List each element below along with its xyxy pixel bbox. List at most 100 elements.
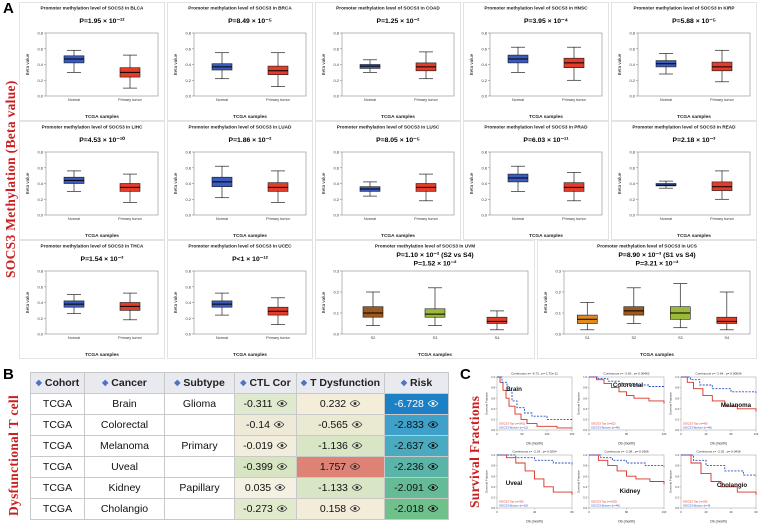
km-legend: SOCS3 Bottom (n=12) (499, 425, 528, 429)
km-cell-kidney: Continuous z= -2.09 , p= 0.0366 0.0 0.2 0.4… (576, 447, 668, 525)
km-plot-kidney: Continuous z= -2.09 , p= 0.0366 0.0 0.2 0.4… (577, 450, 667, 524)
x-axis-label: TCGA samples (677, 114, 711, 120)
sort-icon: ◆ (400, 378, 407, 387)
x-axis-label: TCGA samples (677, 233, 711, 239)
cell-risk: -2.236 (384, 456, 449, 478)
svg-text:0.0: 0.0 (583, 506, 587, 510)
eye-icon (276, 400, 287, 407)
km-legend: SOCS3 Bottom (n=9) (683, 503, 710, 507)
column-header-cancer: ◆ Cancer (84, 372, 165, 394)
svg-text:0.0: 0.0 (675, 506, 679, 510)
cell-t-dysfunction: -1.136 (296, 435, 385, 457)
boxplot-cell-UVM: Promoter methylation level of SOCS3 in U… (314, 240, 536, 359)
svg-text:0.4: 0.4 (629, 181, 635, 186)
svg-text:40: 40 (704, 432, 708, 436)
y-axis-label: Beta value (173, 53, 178, 75)
eye-icon (349, 400, 361, 407)
boxplot-LUAD: Promoter methylation level of SOCS3 in L… (167, 121, 313, 240)
group-label: S2 (631, 336, 636, 340)
boxplot-cell-LUSC: Promoter methylation level of SOCS3 in L… (314, 121, 462, 240)
svg-text:0.0: 0.0 (37, 94, 43, 99)
boxplot-cell-KIRP: Promoter methylation level of SOCS3 in K… (610, 2, 758, 121)
boxplot-title: Promoter methylation level of SOCS3 in R… (632, 125, 736, 130)
svg-text:0.8: 0.8 (333, 31, 339, 36)
y-axis-label: Beta value (617, 53, 622, 75)
p-value: P=1.10 × 10⁻² (S2 vs S4) (396, 252, 473, 259)
sort-icon: ◆ (240, 378, 247, 387)
km-annotation: Continuous z= -2.64 , p= 0.00836 (696, 372, 742, 376)
panel-survival: C Survival Fractions Continuous z= -6.73… (458, 366, 766, 527)
panel-a-label: A (3, 0, 14, 17)
group-label: Normal (68, 336, 80, 340)
svg-text:0.0: 0.0 (37, 332, 43, 337)
svg-text:0.8: 0.8 (481, 31, 487, 36)
cell-ctl-cor: -0.273 (234, 498, 297, 520)
p-value: P=1.54 × 10⁻³ (81, 256, 125, 263)
svg-text:40: 40 (533, 510, 537, 514)
svg-text:0.0: 0.0 (333, 332, 339, 337)
svg-text:0.4: 0.4 (333, 62, 339, 67)
boxplot-UVM: Promoter methylation level of SOCS3 in U… (315, 240, 535, 359)
cell-risk: -2.833 (384, 414, 449, 436)
p-value-2: P=3.21 × 10⁻² (636, 261, 680, 268)
cell-risk: -2.018 (384, 498, 449, 520)
km-y-label: Survival Fraction (669, 392, 673, 415)
boxplot-COAD: Promoter methylation level of SOCS3 in C… (315, 2, 461, 121)
svg-text:0.2: 0.2 (185, 197, 191, 202)
boxplot-LUSC: Promoter methylation level of SOCS3 in L… (315, 121, 461, 240)
cell-cancer: Melanoma (84, 435, 165, 457)
box-S2 (362, 306, 384, 318)
km-y-label: Survival Fraction (669, 470, 673, 493)
cell-subtype (164, 456, 235, 478)
km-curve (589, 376, 665, 388)
svg-text:0.0: 0.0 (481, 94, 487, 99)
svg-text:20: 20 (704, 510, 708, 514)
p-value: P=1.25 × 10⁻² (377, 18, 421, 25)
svg-text:0.6: 0.6 (675, 396, 679, 400)
svg-text:0.0: 0.0 (629, 213, 635, 218)
cell-cancer: Kidney (84, 477, 165, 499)
svg-text:120: 120 (754, 432, 759, 436)
p-value: P=8.90 × 10⁻³ (S1 vs S4) (618, 252, 695, 259)
group-label: Normal (364, 217, 376, 221)
group-label: Normal (512, 98, 524, 102)
panel-c-label: C (460, 366, 471, 383)
table-row: TCGA Melanoma Primary -0.019 -1.136 -2.637 (30, 435, 449, 457)
svg-text:0.6: 0.6 (481, 46, 487, 51)
group-label: S3 (678, 336, 683, 340)
svg-text:0.4: 0.4 (185, 62, 191, 67)
svg-text:0.2: 0.2 (37, 316, 43, 321)
cell-ctl-cor: -0.311 (234, 393, 297, 415)
svg-text:0.2: 0.2 (333, 197, 339, 202)
km-cell-cholangio: Continuous z= -2.02 , p= 0.0436 0.0 0.2 0.4… (668, 447, 760, 525)
cell-risk: -2.637 (384, 435, 449, 457)
panel-methylation: A SOCS3 Methylation (Beta value) Promote… (3, 0, 758, 359)
svg-text:1.0: 1.0 (491, 375, 495, 379)
boxplot-cell-THCA: Promoter methylation level of SOCS3 in T… (18, 240, 166, 359)
x-axis-label: TCGA samples (381, 233, 415, 239)
p-value: P=4.53 × 10⁻¹⁰ (79, 136, 125, 144)
km-curve (497, 454, 573, 465)
svg-text:80: 80 (625, 510, 629, 514)
svg-text:0.2: 0.2 (629, 78, 635, 83)
svg-text:0.8: 0.8 (185, 31, 191, 36)
y-axis-label: Beta value (617, 172, 622, 194)
svg-text:0.8: 0.8 (333, 150, 339, 155)
cell-ctl-cor: 0.035 (234, 477, 297, 499)
svg-text:0.2: 0.2 (491, 418, 495, 422)
eye-icon (276, 505, 288, 512)
km-legend: SOCS3 Top (n=36) (499, 500, 523, 504)
svg-text:0.3: 0.3 (333, 269, 339, 274)
km-legend: SOCS3 Bottom (n=46) (591, 425, 620, 429)
cell-cohort: TCGA (30, 393, 85, 415)
svg-text:0: 0 (680, 510, 682, 514)
column-header-label: T Dysfunction (310, 377, 381, 389)
svg-text:50: 50 (520, 432, 524, 436)
km-y-label: Survival Fraction (577, 470, 581, 493)
group-label: Primary tumor (562, 98, 587, 102)
svg-text:0.0: 0.0 (481, 213, 487, 218)
box-S4 (486, 316, 508, 324)
svg-text:0.2: 0.2 (333, 290, 339, 295)
cell-risk: -2.091 (384, 477, 449, 499)
svg-text:0.0: 0.0 (629, 94, 635, 99)
